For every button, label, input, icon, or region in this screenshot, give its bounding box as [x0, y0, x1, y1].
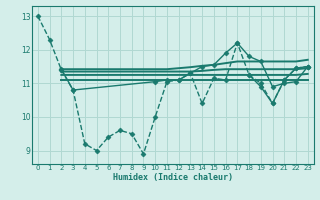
- X-axis label: Humidex (Indice chaleur): Humidex (Indice chaleur): [113, 173, 233, 182]
